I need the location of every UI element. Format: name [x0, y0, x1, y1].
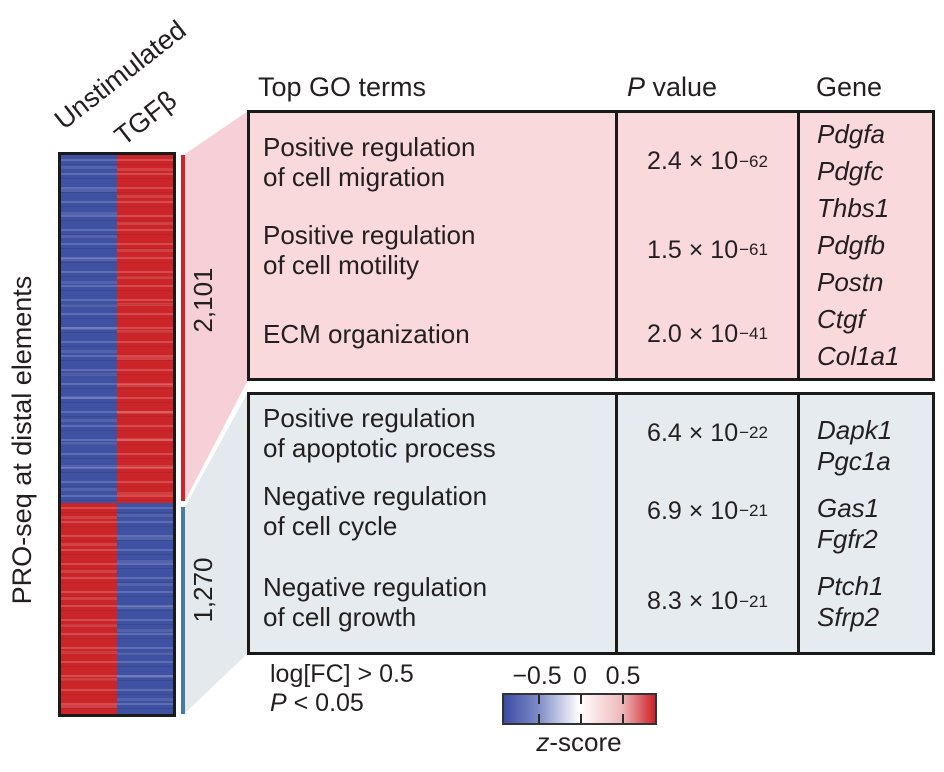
- colorbar-tick: [538, 695, 541, 704]
- gene-name: Gas1: [817, 492, 880, 523]
- gene-name: Pgc1a: [817, 445, 891, 476]
- p-value-cell: 2.4 × 10 −62: [615, 113, 797, 210]
- colorbar-tick-label: 0: [573, 662, 587, 690]
- colorbar: [502, 693, 657, 725]
- gene-group: Ptch1 Sfrp2: [817, 571, 932, 633]
- colorbar-title-z: z: [536, 727, 550, 757]
- gene-name: Pdgfa: [817, 119, 885, 149]
- colorbar-tick-label: −0.5: [512, 662, 562, 690]
- header-gene: Gene: [816, 72, 883, 102]
- colorbar-tick: [538, 714, 541, 723]
- gene-name: Pdgfb: [817, 230, 885, 260]
- legend-threshold-line1: log[FC] > 0.5: [270, 660, 414, 688]
- gene-name: Ptch1: [817, 570, 884, 601]
- gene-name: Postn: [817, 267, 884, 297]
- gene-cell: Pdgfa Pdgfc Thbs1 Pdgfb Postn Ctgf Col1a…: [797, 113, 932, 378]
- legend-threshold: log[FC] > 0.5 P < 0.05: [270, 660, 414, 718]
- colorbar-tick-label: 0.5: [605, 662, 641, 690]
- p-value-cell: 2.0 × 10 −41: [615, 290, 797, 378]
- gene-name: Ctgf: [817, 304, 865, 334]
- p-value-cell: 1.5 × 10 −61: [615, 210, 797, 290]
- gene-name: Thbs1: [817, 193, 890, 223]
- p-value-cell: 8.3 × 10 −21: [615, 551, 797, 652]
- up-cluster-count: 2,101: [188, 267, 218, 333]
- colorbar-tick: [621, 714, 624, 723]
- header-top-go-terms: Top GO terms: [258, 72, 427, 102]
- p-value-mantissa: 6.9 × 10: [647, 496, 739, 525]
- legend-threshold-line2: P < 0.05: [270, 689, 414, 718]
- down-cluster-count: 1,270: [188, 557, 218, 623]
- p-value-mantissa: 1.5 × 10: [647, 235, 739, 264]
- colorbar-title: z-score: [519, 727, 639, 758]
- p-value-mantissa: 6.4 × 10: [647, 418, 739, 447]
- heatmap-quadrant-tgfb-down: [117, 503, 173, 714]
- legend-p-italic: P: [270, 689, 287, 717]
- header-p-italic: P: [627, 72, 646, 102]
- up-cluster-bracket: [181, 155, 185, 501]
- go-term-cell: Positive regulation of apoptotic process: [263, 403, 496, 463]
- colorbar-tick: [579, 695, 582, 704]
- gene-group: Gas1 Fgfr2: [817, 493, 932, 555]
- go-term-cell: Negative regulation of cell cycle: [263, 481, 488, 541]
- go-term-cell: Positive regulation of cell motility: [263, 220, 476, 280]
- legend-p-rest: < 0.05: [286, 689, 364, 717]
- p-value-mantissa: 8.3 × 10: [647, 587, 739, 615]
- colorbar-tick: [579, 714, 582, 723]
- heatmap-quadrant-unstim-down: [61, 503, 117, 714]
- go-term-cell: Negative regulation of cell growth: [263, 571, 488, 632]
- colorbar-title-rest: -score: [549, 727, 622, 757]
- p-value-cell: 6.9 × 10 −21: [615, 471, 797, 551]
- gene-name: Sfrp2: [817, 601, 880, 632]
- heatmap-quadrant-unstim-up: [61, 155, 117, 503]
- heatmap-quadrant-tgfb-up: [117, 155, 173, 503]
- header-p-rest: value: [645, 72, 718, 102]
- go-box-down-cluster: Positive regulation of apoptotic process…: [247, 392, 935, 655]
- colorbar-tick: [621, 695, 624, 704]
- go-term-cell: ECM organization: [263, 319, 470, 349]
- down-cluster-bracket: [181, 507, 185, 714]
- p-value-mantissa: 2.4 × 10: [647, 147, 739, 175]
- y-axis-label: PRO-seq at distal elements: [7, 275, 37, 605]
- go-box-up-cluster: Positive regulation of cell migration Po…: [247, 110, 935, 381]
- heatmap: [58, 152, 176, 717]
- gene-name: Dapk1: [817, 414, 893, 445]
- p-value-cell: 6.4 × 10 −22: [615, 395, 797, 471]
- p-value-mantissa: 2.0 × 10: [647, 319, 739, 348]
- gene-group: Dapk1 Pgc1a: [817, 415, 932, 477]
- gene-name: Fgfr2: [817, 523, 878, 554]
- header-p-value: P value: [627, 72, 717, 103]
- go-term-cell: Positive regulation of cell migration: [263, 131, 476, 192]
- gene-cell: Dapk1 Pgc1a Gas1 Fgfr2 Ptch1 Sfrp2: [797, 395, 932, 652]
- gene-name: Col1a1: [817, 341, 900, 371]
- gene-name: Pdgfc: [817, 156, 884, 186]
